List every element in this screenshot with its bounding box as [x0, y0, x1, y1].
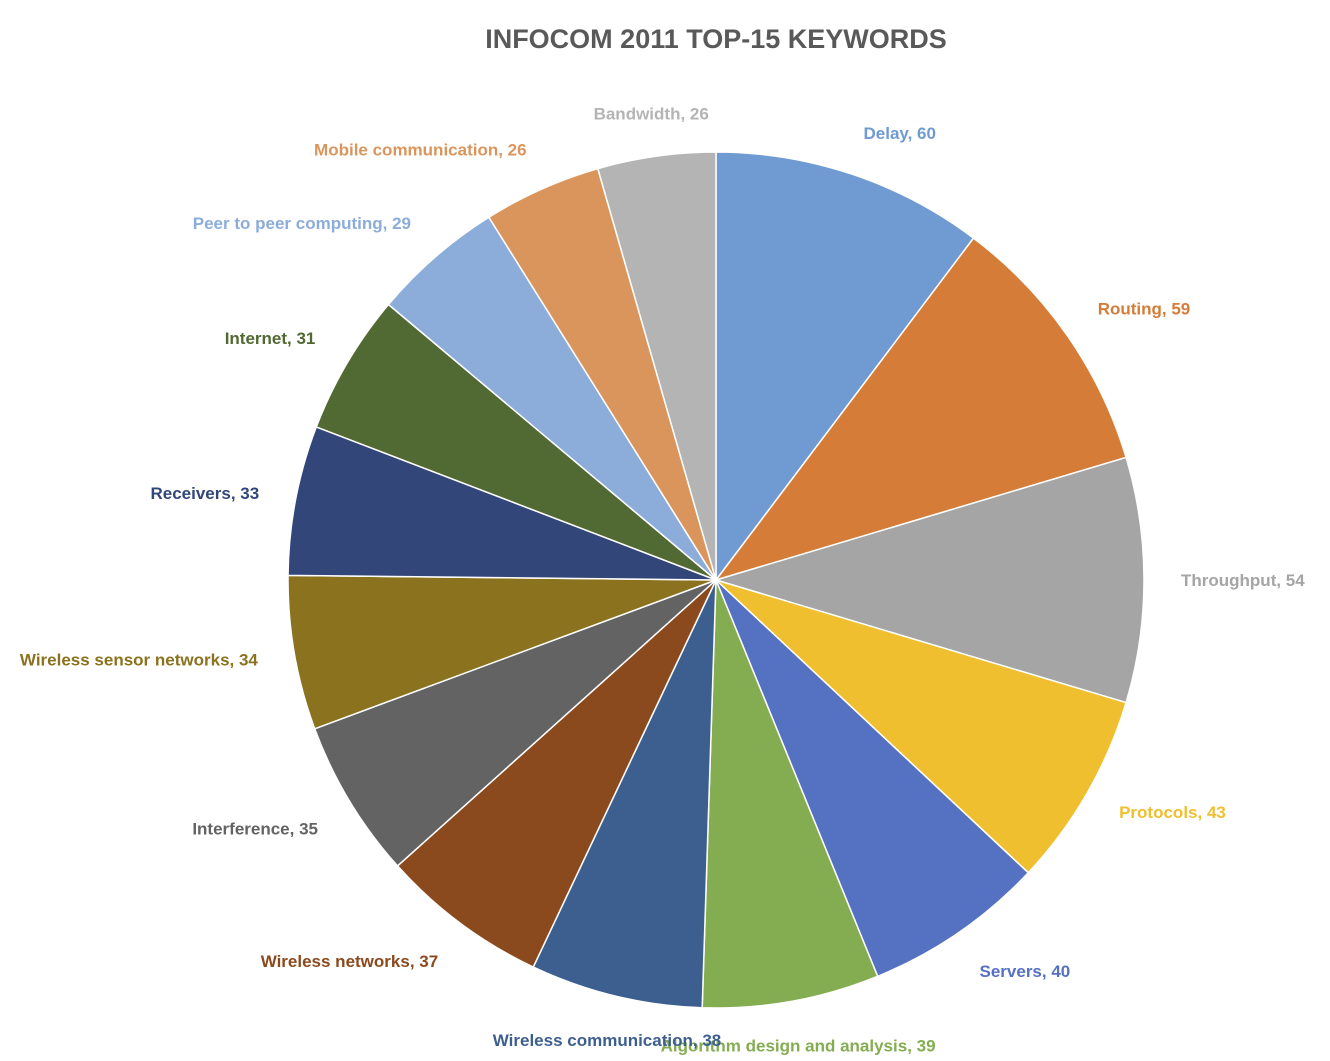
- data-label-delay: Delay, 60: [864, 124, 936, 143]
- data-label-bandwidth: Bandwidth, 26: [594, 105, 709, 124]
- pie-slice-wireless-communication: [532, 579, 717, 1009]
- pie-slice-algorithm-design-and-analysis: [701, 579, 879, 1009]
- pie-slice-bandwidth: [596, 151, 717, 581]
- pie-slice-internet: [315, 303, 717, 581]
- pie-slice-receivers: [287, 425, 717, 581]
- pie-slice-interference: [313, 579, 717, 867]
- pie-slice-servers: [715, 579, 1030, 978]
- data-label-internet: Internet, 31: [225, 329, 316, 348]
- data-label-interference: Interference, 35: [192, 819, 318, 838]
- pie-labels: Delay, 60 Routing, 59 Throughput, 54 Protoc…: [20, 105, 1305, 1056]
- chart-title: INFOCOM 2011 TOP-15 KEYWORDS: [485, 24, 947, 54]
- data-label-protocols: Protocols, 43: [1119, 803, 1226, 822]
- pie-slices: [287, 151, 1145, 1009]
- pie-slice-routing: [714, 237, 1128, 582]
- pie-slice-wireless-sensor-networks: [287, 574, 717, 730]
- data-label-throughput: Throughput, 54: [1181, 571, 1305, 590]
- pie-slice-protocols: [715, 579, 1128, 874]
- data-label-wireless-communication: Wireless communication, 38: [493, 1031, 721, 1050]
- pie-slice-delay: [715, 151, 975, 583]
- pie-slice-throughput: [713, 456, 1145, 704]
- data-label-mobile-communication: Mobile communication, 26: [314, 140, 527, 159]
- data-label-wireless-networks: Wireless networks, 37: [261, 952, 439, 971]
- data-label-receivers: Receivers, 33: [150, 484, 259, 503]
- data-label-peer-to-peer-computing: Peer to peer computing, 29: [193, 214, 411, 233]
- data-label-routing: Routing, 59: [1098, 299, 1191, 318]
- pie-slice-wireless-networks: [396, 579, 717, 969]
- data-label-algorithm-design-and-analysis: Algorithm design and analysis, 39: [661, 1037, 936, 1056]
- data-label-wireless-sensor-networks: Wireless sensor networks, 34: [20, 651, 259, 670]
- data-label-servers: Servers, 40: [980, 962, 1071, 981]
